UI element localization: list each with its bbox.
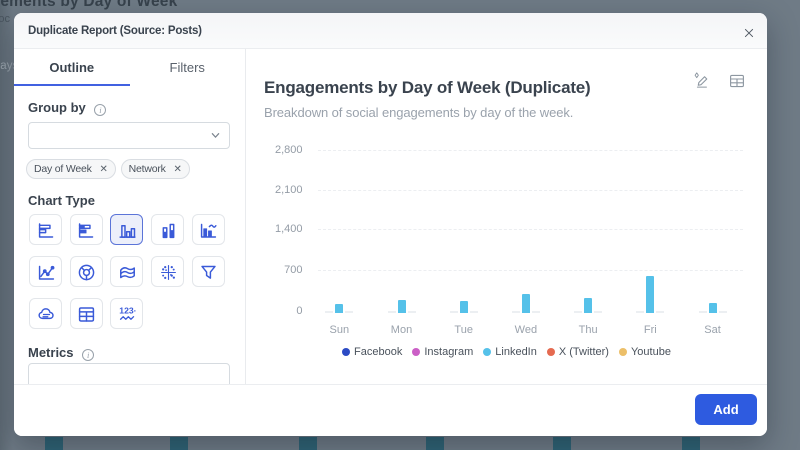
svg-text:123·: 123· (119, 305, 136, 315)
